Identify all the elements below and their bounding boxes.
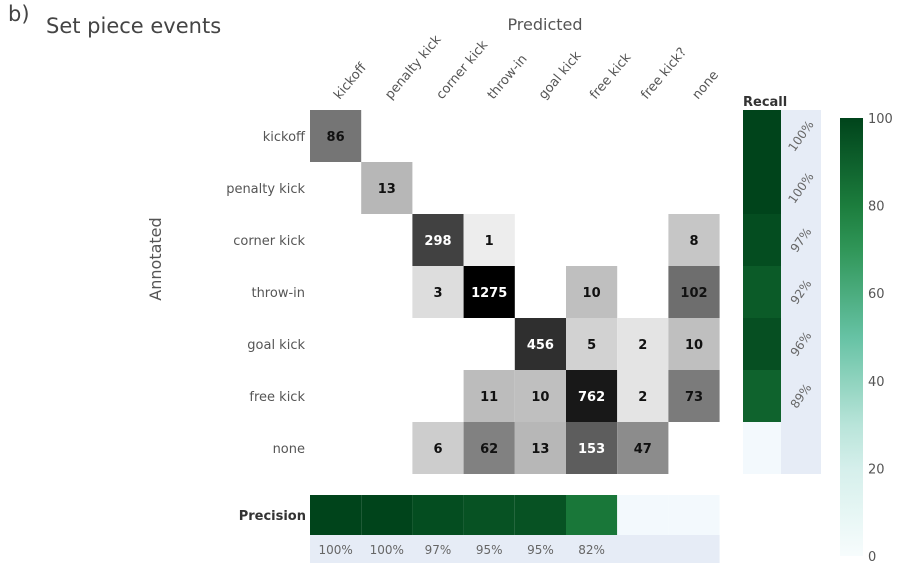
precision-value-label: 97% bbox=[425, 543, 452, 557]
precision-cell bbox=[617, 495, 669, 535]
cell-value-label: 10 bbox=[685, 338, 703, 353]
recall-title: Recall bbox=[743, 95, 787, 110]
cell-value-label: 11 bbox=[480, 390, 498, 405]
heatmap-cell bbox=[514, 318, 566, 370]
cell-value-label: 153 bbox=[578, 442, 605, 457]
cell-value-label: 13 bbox=[531, 442, 549, 457]
cell-value-label: 1 bbox=[485, 234, 494, 249]
x-tick-label: none bbox=[690, 68, 722, 102]
heatmap-cell bbox=[463, 266, 515, 318]
cell-value-label: 1275 bbox=[471, 286, 507, 301]
recall-cell bbox=[743, 370, 781, 422]
cell-value-label: 3 bbox=[433, 286, 442, 301]
y-tick-label: throw-in bbox=[251, 286, 305, 301]
cell-value-label: 298 bbox=[424, 234, 451, 249]
colorbar-tick-label: 80 bbox=[868, 200, 885, 215]
colorbar-tick-label: 0 bbox=[868, 550, 876, 565]
recall-label-band bbox=[781, 110, 821, 474]
colorbar-tick-label: 100 bbox=[868, 112, 893, 127]
precision-value-label: 100% bbox=[370, 543, 404, 557]
precision-value-label: 95% bbox=[476, 543, 503, 557]
cell-value-label: 6 bbox=[433, 442, 442, 457]
cell-value-label: 5 bbox=[587, 338, 596, 353]
x-tick-label: free kick bbox=[587, 50, 635, 103]
heatmap-cell bbox=[412, 422, 464, 474]
x-tick-label: kickoff bbox=[331, 60, 370, 103]
cell-value-label: 8 bbox=[689, 234, 698, 249]
y-tick-label: kickoff bbox=[263, 130, 306, 145]
precision-cell bbox=[514, 495, 566, 535]
cell-value-label: 13 bbox=[378, 182, 396, 197]
heatmap-cell bbox=[566, 370, 618, 422]
heatmap-cell bbox=[566, 318, 618, 370]
y-tick-label: none bbox=[273, 442, 305, 457]
precision-value-label: 100% bbox=[318, 543, 352, 557]
cell-value-label: 2 bbox=[638, 390, 647, 405]
precision-cell bbox=[463, 495, 515, 535]
heatmap-cell bbox=[361, 162, 413, 214]
colorbar-tick-label: 40 bbox=[868, 375, 885, 390]
y-tick-label: goal kick bbox=[247, 338, 305, 353]
chart-title: Set piece events bbox=[46, 14, 222, 38]
precision-label-band bbox=[310, 535, 720, 563]
precision-cell bbox=[310, 495, 362, 535]
heatmap-cell bbox=[463, 422, 515, 474]
cell-value-label: 86 bbox=[327, 130, 345, 145]
cell-value-label: 10 bbox=[583, 286, 601, 301]
recall-cell bbox=[743, 266, 781, 318]
recall-cell bbox=[743, 318, 781, 370]
x-tick-label: corner kick bbox=[434, 38, 492, 103]
y-tick-label: corner kick bbox=[233, 234, 305, 249]
colorbar bbox=[840, 118, 863, 556]
x-axis-title: Predicted bbox=[507, 15, 583, 34]
heatmap-cell bbox=[463, 370, 515, 422]
precision-cell bbox=[412, 495, 464, 535]
precision-value-label: 82% bbox=[578, 543, 605, 557]
heatmap-cell bbox=[463, 214, 515, 266]
cell-value-label: 456 bbox=[527, 338, 554, 353]
heatmap-cell bbox=[617, 370, 669, 422]
heatmap-cell bbox=[566, 266, 618, 318]
cell-value-label: 73 bbox=[685, 390, 703, 405]
heatmap-cell bbox=[617, 422, 669, 474]
recall-cell bbox=[743, 110, 781, 162]
precision-cell bbox=[361, 495, 413, 535]
x-tick-label: throw-in bbox=[485, 52, 531, 103]
cell-value-label: 102 bbox=[680, 286, 707, 301]
precision-value-label: 95% bbox=[527, 543, 554, 557]
heatmap-cell bbox=[617, 318, 669, 370]
y-tick-label: free kick bbox=[249, 390, 305, 405]
heatmap-cell bbox=[310, 110, 362, 162]
heatmap-cell bbox=[668, 266, 720, 318]
recall-cell bbox=[743, 422, 781, 474]
heatmap-cell bbox=[566, 422, 618, 474]
recall-cell bbox=[743, 162, 781, 214]
cell-value-label: 762 bbox=[578, 390, 605, 405]
heatmap-cell bbox=[514, 422, 566, 474]
colorbar-tick-label: 20 bbox=[868, 462, 885, 477]
heatmap-cell bbox=[412, 266, 464, 318]
y-tick-label: penalty kick bbox=[226, 182, 305, 197]
x-tick-label: free kick? bbox=[638, 45, 690, 103]
precision-cell bbox=[566, 495, 618, 535]
colorbar-tick-label: 60 bbox=[868, 287, 885, 302]
panel-label: b) bbox=[8, 2, 30, 26]
heatmap-cell bbox=[412, 214, 464, 266]
x-tick-label: goal kick bbox=[536, 48, 585, 102]
heatmap-cell bbox=[668, 318, 720, 370]
cell-value-label: 10 bbox=[531, 390, 549, 405]
heatmap-cell bbox=[668, 370, 720, 422]
heatmap-cell bbox=[668, 214, 720, 266]
precision-cell bbox=[668, 495, 720, 535]
cell-value-label: 47 bbox=[634, 442, 652, 457]
precision-title: Precision bbox=[239, 509, 306, 524]
cell-value-label: 62 bbox=[480, 442, 498, 457]
cell-value-label: 2 bbox=[638, 338, 647, 353]
heatmap-cell bbox=[514, 370, 566, 422]
recall-cell bbox=[743, 214, 781, 266]
